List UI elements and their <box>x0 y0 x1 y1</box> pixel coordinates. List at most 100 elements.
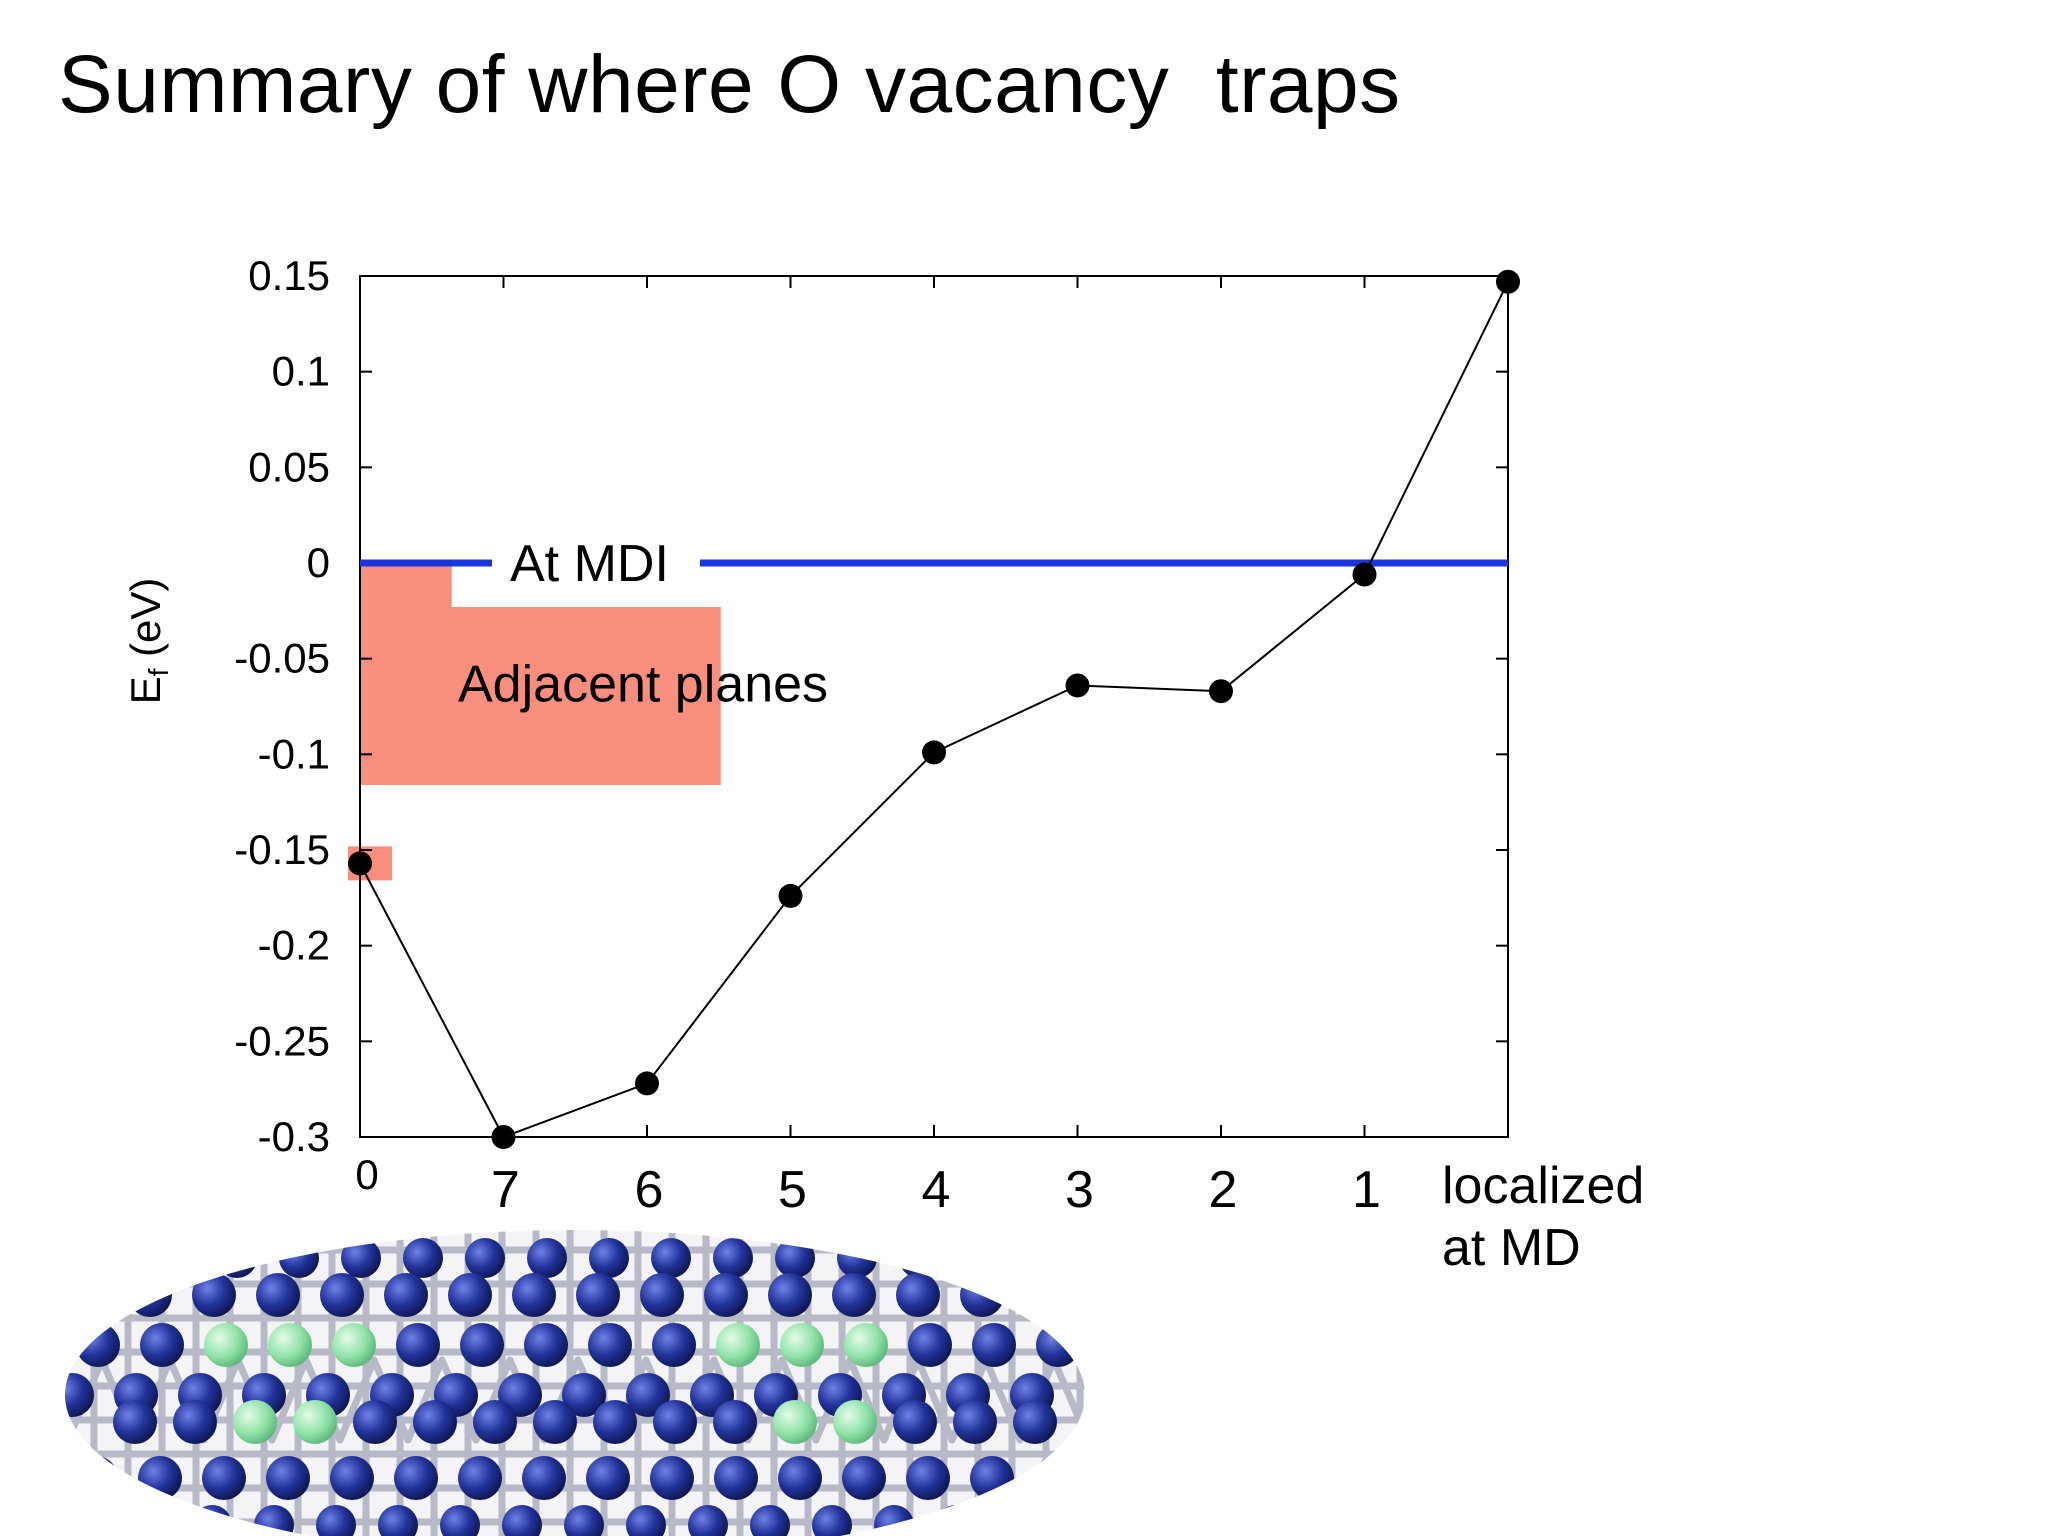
atom-blue <box>906 1456 950 1500</box>
atom-blue <box>652 1323 696 1367</box>
data-point <box>1209 679 1233 704</box>
atom-blue <box>588 1323 632 1367</box>
atom-blue <box>192 1273 236 1317</box>
atom-blue <box>458 1456 502 1500</box>
atom-blue <box>651 1238 691 1278</box>
atom-blue <box>448 1273 492 1317</box>
data-point <box>922 740 946 765</box>
atom-blue <box>1023 1238 1063 1278</box>
lattice-bond <box>65 1356 72 1444</box>
lattice-bond <box>846 1356 888 1444</box>
atom-green <box>833 1400 877 1444</box>
atom-blue <box>473 1400 517 1444</box>
x-tick-label: 0 <box>355 1151 378 1198</box>
atom-blue <box>812 1505 852 1536</box>
atom-blue <box>330 1456 374 1500</box>
atom-blue <box>650 1456 694 1500</box>
atom-blue <box>640 1273 684 1317</box>
x-tick-label: 1 <box>1352 1161 1381 1219</box>
atom-blue <box>688 1505 728 1536</box>
atom-blue <box>74 1456 118 1500</box>
atom-blue <box>842 1456 886 1500</box>
lattice-bond <box>1084 1356 1085 1444</box>
atom-blue <box>896 1273 940 1317</box>
atom-blue <box>893 1400 937 1444</box>
atom-blue <box>775 1238 815 1278</box>
atom-blue <box>936 1505 976 1536</box>
atom-blue <box>970 1456 1014 1500</box>
atom-blue <box>202 1456 246 1500</box>
data-point <box>1496 269 1520 294</box>
atom-blue <box>1034 1456 1078 1500</box>
atom-blue <box>837 1238 877 1278</box>
data-point <box>635 1071 659 1096</box>
y-tick-label: 0.15 <box>248 252 330 299</box>
x-tick-label: 3 <box>1065 1161 1094 1219</box>
series-group <box>348 269 1520 1149</box>
highlight-regions: Adjacent planes <box>348 563 828 881</box>
x-tick-label: at MD <box>1442 1219 1581 1277</box>
atom-blue <box>256 1273 300 1317</box>
atom-blue <box>341 1238 381 1278</box>
atom-blue <box>460 1323 504 1367</box>
atom-green <box>773 1400 817 1444</box>
lattice-bond <box>0 1360 34 1440</box>
atom-blue <box>1024 1273 1068 1317</box>
y-tick-label: -0.3 <box>258 1113 330 1160</box>
atom-blue <box>972 1323 1016 1367</box>
atom-green <box>233 1400 277 1444</box>
atom-blue <box>1036 1323 1080 1367</box>
atom-blue <box>384 1273 428 1317</box>
y-tick-label: -0.25 <box>234 1017 330 1064</box>
atom-blue <box>140 1323 184 1367</box>
atom-blue <box>562 1373 606 1417</box>
atom-blue <box>512 1273 556 1317</box>
atom-blue <box>266 1456 310 1500</box>
atom-blue <box>998 1505 1038 1536</box>
atom-blue <box>394 1456 438 1500</box>
data-point <box>348 851 372 876</box>
atom-blue <box>778 1456 822 1500</box>
atom-green <box>332 1323 376 1367</box>
data-point <box>778 883 803 908</box>
atom-blue <box>1013 1400 1057 1444</box>
data-point <box>1352 562 1377 587</box>
atom-blue <box>714 1456 758 1500</box>
x-tick-label: 6 <box>635 1161 664 1219</box>
atom-blue <box>576 1273 620 1317</box>
atom-blue <box>465 1238 505 1278</box>
atom-blue <box>65 1373 94 1417</box>
atom-blue <box>953 1400 997 1444</box>
atom-blue <box>908 1323 952 1367</box>
atom-blue <box>589 1238 629 1278</box>
reference-line-group: At MDI <box>360 535 1508 593</box>
y-axis-title: Ef (eV) <box>122 578 174 705</box>
y-tick-labels: 0.15 0.1 0.05 0 -0.05 -0.1 -0.15 -0.2 -0.25 -0.3 <box>234 252 330 1160</box>
atom-blue <box>502 1505 542 1536</box>
atom-blue <box>155 1238 195 1278</box>
atom-blue <box>832 1273 876 1317</box>
atom-blue <box>899 1238 939 1278</box>
y-tick-label: 0 <box>307 539 330 586</box>
y-axis-subscript: f <box>143 668 174 676</box>
atom-blue <box>960 1273 1004 1317</box>
data-point <box>491 1125 516 1149</box>
atom-green <box>293 1400 337 1444</box>
atom-blue <box>593 1400 637 1444</box>
data-point <box>1065 673 1090 698</box>
atom-blue <box>316 1505 356 1536</box>
atom-blue <box>217 1238 257 1278</box>
atom-blue <box>527 1238 567 1278</box>
y-tick-label: -0.2 <box>258 922 330 969</box>
atom-blue <box>961 1238 1001 1278</box>
atom-green <box>204 1323 248 1367</box>
atom-green <box>844 1323 888 1367</box>
x-tick-label: localized <box>1442 1157 1644 1215</box>
y-tick-label: 0.05 <box>248 443 330 490</box>
reference-line-label: At MDI <box>510 535 669 593</box>
atom-blue <box>750 1505 790 1536</box>
atom-blue <box>138 1456 182 1500</box>
x-tick-label: 4 <box>922 1161 951 1219</box>
